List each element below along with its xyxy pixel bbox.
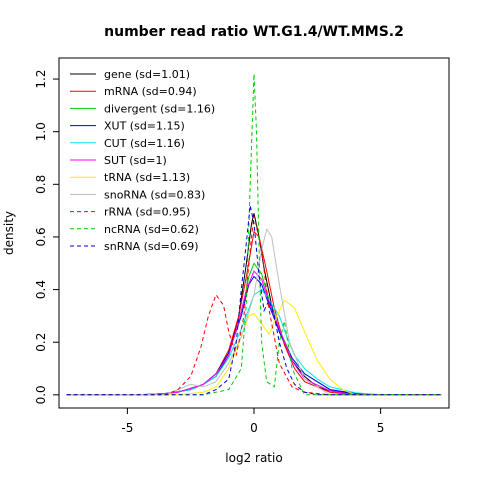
series-line-6 bbox=[66, 299, 442, 396]
legend-label: mRNA (sd=0.94) bbox=[104, 85, 197, 98]
legend-label: gene (sd=1.01) bbox=[104, 68, 190, 81]
legend-label: ncRNA (sd=0.62) bbox=[104, 223, 199, 236]
legend: gene (sd=1.01) mRNA (sd=0.94) divergent (s… bbox=[70, 68, 215, 253]
legend-label: rRNA (sd=0.95) bbox=[104, 206, 190, 219]
y-tick-label: 1.2 bbox=[34, 70, 48, 89]
chart-title: number read ratio WT.G1.4/WT.MMS.2 bbox=[104, 24, 404, 40]
series-line-4 bbox=[66, 288, 442, 396]
series-line-5 bbox=[66, 270, 442, 396]
legend-label: divergent (sd=1.16) bbox=[104, 102, 215, 115]
y-tick-label: 0.4 bbox=[34, 280, 48, 299]
legend-label: snRNA (sd=0.69) bbox=[104, 240, 199, 253]
y-tick-label: 0.8 bbox=[34, 175, 48, 194]
legend-label: CUT (sd=1.16) bbox=[104, 137, 185, 150]
series-line-2 bbox=[66, 262, 442, 396]
axes: -5 0 5 0.0 0.2 0.4 0.6 0.8 1.0 1.2 bbox=[34, 70, 384, 435]
y-axis-label: density bbox=[2, 211, 16, 255]
series-line-10 bbox=[66, 205, 442, 396]
y-tick-label: 0.0 bbox=[34, 385, 48, 404]
y-tick-label: 0.2 bbox=[34, 333, 48, 352]
y-tick-label: 1.0 bbox=[34, 122, 48, 141]
series-layer bbox=[66, 73, 442, 396]
series-line-7 bbox=[66, 227, 442, 396]
x-tick-label: 5 bbox=[377, 421, 385, 435]
x-tick-label: -5 bbox=[121, 421, 133, 435]
series-line-8 bbox=[66, 215, 442, 396]
x-axis-label: log2 ratio bbox=[225, 451, 282, 465]
series-line-9 bbox=[66, 73, 442, 396]
x-tick-label: 0 bbox=[250, 421, 258, 435]
legend-label: SUT (sd=1) bbox=[104, 154, 167, 167]
legend-label: tRNA (sd=1.13) bbox=[104, 171, 190, 184]
legend-label: snoRNA (sd=0.83) bbox=[104, 188, 205, 201]
y-tick-label: 0.6 bbox=[34, 227, 48, 246]
legend-label: XUT (sd=1.15) bbox=[104, 120, 185, 133]
